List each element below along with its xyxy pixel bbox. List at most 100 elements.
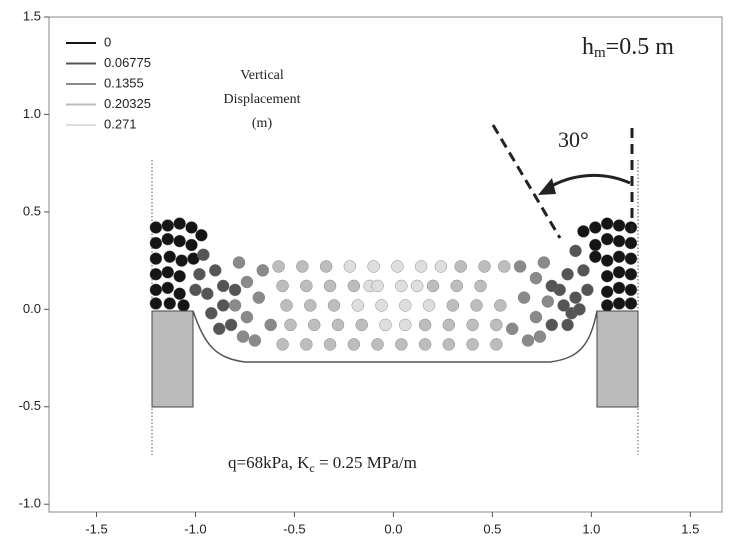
particle bbox=[149, 283, 163, 297]
particle bbox=[189, 283, 202, 297]
particle bbox=[240, 275, 254, 289]
particle bbox=[300, 279, 313, 293]
particle bbox=[323, 338, 337, 351]
particle bbox=[454, 260, 467, 273]
legend-label: 0.20325 bbox=[104, 96, 151, 111]
x-tick-label: 0.0 bbox=[384, 521, 402, 536]
particle bbox=[589, 238, 602, 252]
x-tick-label: 1.0 bbox=[582, 521, 600, 536]
particle bbox=[224, 318, 238, 332]
particle bbox=[197, 248, 210, 261]
particle bbox=[173, 269, 186, 283]
particle bbox=[573, 303, 586, 316]
particle bbox=[149, 221, 163, 234]
particle bbox=[236, 330, 250, 343]
particle bbox=[474, 279, 487, 293]
particle bbox=[391, 260, 404, 273]
particle bbox=[600, 232, 614, 246]
particle bbox=[589, 250, 602, 263]
particle bbox=[272, 260, 285, 273]
particles bbox=[149, 217, 638, 351]
particle bbox=[355, 318, 368, 332]
particle bbox=[371, 338, 384, 351]
particle bbox=[175, 254, 188, 267]
particle bbox=[161, 219, 174, 232]
particle bbox=[351, 299, 364, 312]
particle bbox=[466, 338, 479, 351]
particle bbox=[161, 281, 174, 295]
particle bbox=[541, 295, 555, 308]
particle bbox=[466, 318, 479, 332]
particle bbox=[533, 330, 547, 343]
x-tick-label: -0.5 bbox=[283, 521, 305, 536]
particle bbox=[442, 338, 456, 351]
particle bbox=[414, 260, 428, 273]
hm-annotation: hm=0.5 m bbox=[582, 34, 674, 62]
particle bbox=[319, 260, 333, 273]
particle bbox=[367, 260, 380, 273]
particle bbox=[418, 338, 432, 351]
particle bbox=[561, 318, 574, 332]
particle bbox=[300, 338, 313, 351]
particle bbox=[343, 260, 357, 273]
particle bbox=[323, 279, 337, 293]
particle bbox=[216, 279, 230, 293]
particle bbox=[505, 322, 519, 336]
particle bbox=[161, 232, 174, 246]
y-tick-label: -0.5 bbox=[19, 398, 41, 413]
particle bbox=[410, 279, 424, 293]
particle bbox=[426, 279, 440, 293]
particle bbox=[422, 299, 436, 312]
particle bbox=[163, 297, 176, 310]
particle bbox=[232, 256, 246, 269]
particle bbox=[185, 221, 198, 234]
y-tick-label: 0.0 bbox=[23, 301, 41, 316]
legend-title: Vertical bbox=[240, 68, 284, 83]
particle bbox=[498, 260, 511, 273]
particle bbox=[375, 299, 388, 312]
particle bbox=[545, 318, 558, 332]
particle bbox=[163, 250, 176, 263]
particle bbox=[529, 271, 543, 285]
particle bbox=[395, 338, 408, 351]
particle bbox=[446, 299, 459, 312]
particle bbox=[205, 307, 218, 320]
particle bbox=[569, 244, 582, 258]
particle bbox=[494, 299, 507, 312]
legend-label: 0.271 bbox=[104, 116, 137, 131]
particle bbox=[490, 318, 503, 332]
left-wall bbox=[151, 310, 194, 408]
particle bbox=[240, 310, 254, 324]
particle bbox=[228, 299, 242, 312]
particle bbox=[248, 334, 262, 347]
y-tick-label: 0.5 bbox=[23, 203, 41, 218]
particle bbox=[213, 322, 226, 336]
particle bbox=[173, 217, 186, 230]
particle bbox=[581, 283, 594, 297]
particle bbox=[201, 287, 214, 300]
particle bbox=[347, 338, 361, 351]
particle bbox=[418, 318, 432, 332]
y-tick-label: -1.0 bbox=[19, 496, 41, 511]
particle bbox=[600, 285, 614, 298]
particle bbox=[569, 291, 582, 304]
particle bbox=[529, 310, 543, 324]
particle bbox=[624, 252, 638, 265]
container-outline bbox=[192, 310, 598, 363]
particle bbox=[612, 219, 626, 232]
particle bbox=[284, 318, 297, 332]
particle bbox=[577, 264, 590, 277]
particle bbox=[173, 287, 186, 300]
particle bbox=[521, 334, 535, 347]
y-tick-label: 1.5 bbox=[23, 8, 41, 23]
particle bbox=[252, 291, 266, 304]
right-wall bbox=[596, 310, 639, 408]
particle bbox=[624, 297, 638, 310]
particle bbox=[577, 225, 590, 238]
particle bbox=[276, 338, 289, 351]
particle bbox=[276, 279, 289, 293]
legend-title: (m) bbox=[252, 116, 273, 131]
particle bbox=[612, 234, 626, 248]
x-tick-label: -1.0 bbox=[184, 521, 206, 536]
